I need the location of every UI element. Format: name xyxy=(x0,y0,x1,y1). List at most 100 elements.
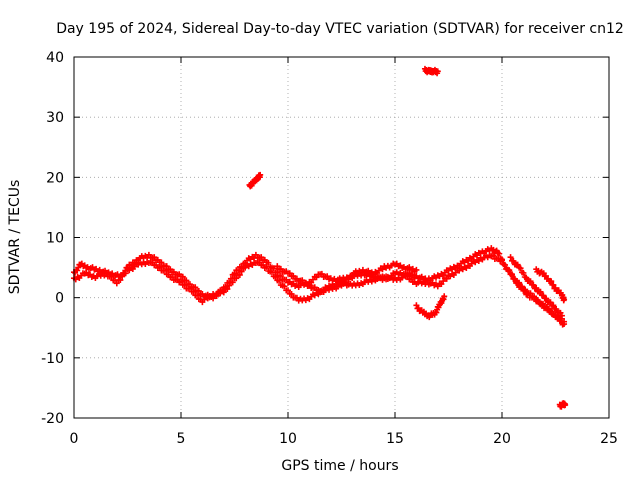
series-outlier-a xyxy=(246,171,264,190)
data-point xyxy=(475,257,482,264)
data-point xyxy=(561,318,568,325)
data-point xyxy=(550,302,557,309)
data-point xyxy=(510,257,517,264)
data-point xyxy=(178,278,184,285)
data-point xyxy=(119,273,126,280)
data-point xyxy=(194,292,201,299)
data-point xyxy=(338,282,345,289)
grid xyxy=(74,57,609,418)
data-point xyxy=(192,284,199,291)
data-point xyxy=(277,265,284,272)
data-point xyxy=(508,271,515,278)
y-tick-label: -20 xyxy=(41,411,64,427)
data-point xyxy=(238,268,245,275)
data-point xyxy=(548,278,555,285)
data-point xyxy=(413,266,420,273)
data-point xyxy=(117,277,124,284)
data-point xyxy=(224,286,231,293)
data-point xyxy=(276,277,283,284)
data-point xyxy=(226,282,233,289)
data-point xyxy=(233,275,240,282)
x-tick-label: 15 xyxy=(386,431,404,447)
x-tick-label: 5 xyxy=(177,431,186,447)
x-tick-label: 0 xyxy=(70,431,79,447)
x-axis-label: GPS time / hours xyxy=(281,458,398,474)
data-point xyxy=(490,252,497,259)
data-point xyxy=(179,273,186,280)
data-point xyxy=(562,401,569,408)
series-trace-d xyxy=(413,293,448,321)
data-point xyxy=(404,273,411,280)
data-points xyxy=(71,65,569,410)
data-point xyxy=(506,267,513,274)
data-point xyxy=(524,290,531,297)
data-point xyxy=(548,308,555,315)
data-point xyxy=(345,276,352,283)
data-point xyxy=(443,275,450,282)
data-point xyxy=(521,287,528,294)
data-point xyxy=(514,280,521,287)
data-point xyxy=(299,277,306,284)
data-point xyxy=(306,281,313,288)
data-point xyxy=(169,273,176,280)
data-point xyxy=(170,268,177,275)
data-point xyxy=(285,287,291,294)
data-point xyxy=(324,273,331,280)
series-outlier-b xyxy=(421,65,441,77)
y-tick-label: 30 xyxy=(46,110,64,126)
data-point xyxy=(145,251,152,258)
data-point xyxy=(342,279,349,286)
data-point xyxy=(507,254,514,261)
data-point xyxy=(108,273,115,280)
x-tick-label: 25 xyxy=(600,431,618,447)
data-point xyxy=(263,263,270,270)
y-tick-label: 40 xyxy=(46,50,64,66)
data-point xyxy=(190,288,197,295)
data-point xyxy=(252,251,259,258)
y-tick-label: 10 xyxy=(46,231,64,247)
data-point xyxy=(208,294,215,301)
data-point xyxy=(174,276,181,283)
data-point xyxy=(523,274,530,281)
data-point xyxy=(257,171,264,178)
data-point xyxy=(434,68,441,75)
data-point xyxy=(149,259,156,266)
series-trace-c xyxy=(274,260,420,296)
y-tick-label: 0 xyxy=(55,291,64,307)
chart-title: Day 195 of 2024, Sidereal Day-to-day VTE… xyxy=(56,21,624,37)
data-point xyxy=(181,281,188,288)
data-point xyxy=(277,272,284,279)
data-point xyxy=(288,290,295,297)
data-point xyxy=(256,259,263,266)
data-point xyxy=(156,263,163,270)
x-tick-label: 20 xyxy=(493,431,511,447)
data-point xyxy=(531,294,538,301)
data-point xyxy=(537,288,544,295)
y-tick-label: 20 xyxy=(46,170,64,186)
data-point xyxy=(161,267,168,274)
y-axis-label: SDTVAR / TECUs xyxy=(7,180,23,295)
data-point xyxy=(236,272,243,278)
data-point xyxy=(553,306,560,312)
data-point xyxy=(318,270,325,277)
data-point xyxy=(281,283,288,290)
data-point xyxy=(151,254,158,261)
data-point xyxy=(379,266,386,273)
data-point xyxy=(441,293,448,300)
data-point xyxy=(547,299,554,306)
data-point xyxy=(518,284,525,291)
data-point xyxy=(511,275,518,282)
data-point xyxy=(220,289,227,296)
data-point xyxy=(517,265,524,272)
series-trace-b xyxy=(71,252,568,325)
data-point xyxy=(153,261,160,268)
data-point xyxy=(561,296,568,303)
data-point xyxy=(533,284,540,291)
data-point xyxy=(499,257,505,264)
data-point xyxy=(302,279,309,286)
data-point xyxy=(265,259,272,266)
data-point xyxy=(495,255,502,262)
series-outlier-c xyxy=(556,400,569,410)
data-point xyxy=(530,281,537,288)
data-point xyxy=(558,312,565,319)
